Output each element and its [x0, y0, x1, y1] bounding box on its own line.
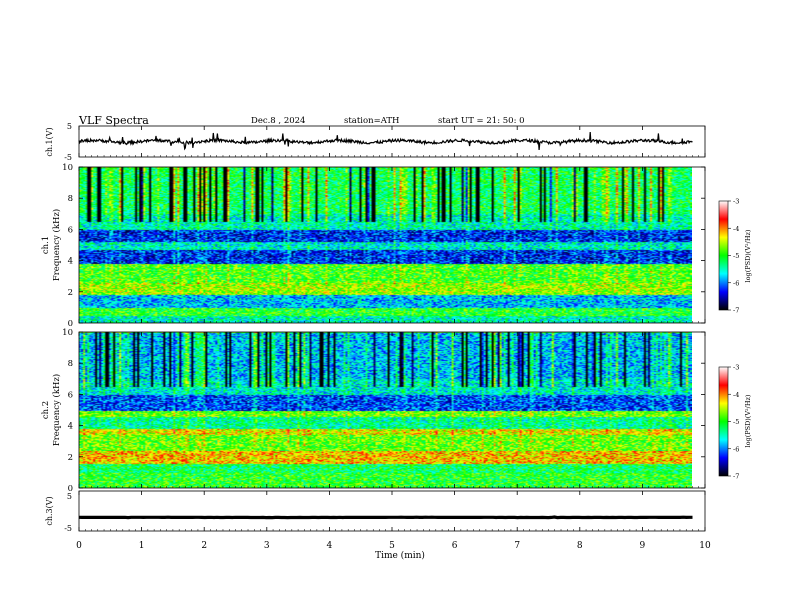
- colorbar-tick-label: -7: [733, 473, 739, 481]
- x-tick-label: 1: [139, 541, 145, 551]
- ch3-waveform-ylabel: ch.3(V): [45, 496, 54, 525]
- ch2-colorbar-label: log(PSD)(V²/Hz): [744, 394, 752, 447]
- time-axis-ticks: 0 1 2 3 4 5 6 7 8 9 10: [76, 126, 711, 551]
- y-tick-label: 2: [68, 288, 73, 298]
- ch1-waveform-ylabel: ch.1(V): [45, 127, 54, 156]
- ch2-spectrogram-image: [79, 332, 692, 488]
- time-axis-label: Time (min): [375, 550, 425, 561]
- x-tick-label: 0: [76, 541, 82, 551]
- y-tick-label: 10: [62, 163, 73, 173]
- colorbar-tick-label: -3: [733, 198, 739, 206]
- colorbar-tick-label: -6: [733, 279, 739, 287]
- colorbar-tick-label: -5: [733, 418, 739, 426]
- ch1-colorbar-ticks: -3 -4 -5 -6 -7: [728, 198, 739, 315]
- ch1-spectrogram-image: [79, 167, 692, 323]
- colorbar-tick-label: -5: [733, 252, 739, 260]
- ch1-channel-label: ch.1: [41, 236, 51, 254]
- y-tick-label: 8: [68, 194, 73, 204]
- colorbar-tick-label: -7: [733, 307, 739, 315]
- ch1-waveform-panel: 5 -5 ch.1(V): [45, 122, 706, 162]
- ch3-waveform-line: [78, 515, 693, 520]
- colorbar-tick-label: -6: [733, 445, 739, 453]
- ch3-ytick-top: 5: [67, 492, 72, 501]
- x-tick-label: 8: [577, 541, 583, 551]
- ch3-waveform-frame: [78, 490, 706, 532]
- ch2-colorbar-scale: [718, 366, 729, 477]
- y-tick-label: 0: [68, 484, 73, 494]
- colorbar-tick-label: -4: [733, 225, 739, 233]
- ch2-channel-label: ch.2: [41, 401, 51, 419]
- y-tick-label: 4: [68, 422, 73, 432]
- ch1-waveform-line: [78, 131, 693, 151]
- x-tick-label: 10: [699, 541, 711, 551]
- y-tick-label: 10: [62, 328, 73, 338]
- y-tick-label: 6: [68, 390, 73, 400]
- y-tick-label: 2: [68, 453, 73, 463]
- figure-title: VLF Spectra: [78, 114, 149, 127]
- x-tick-label: 5: [389, 541, 395, 551]
- ch1-ytick-top: 5: [67, 122, 72, 131]
- ch2-frequency-ylabel: Frequency (kHz): [51, 374, 62, 446]
- x-tick-label: 7: [514, 541, 520, 551]
- ch3-waveform-panel: 5 -5 ch.3(V): [45, 490, 706, 533]
- ch2-colorbar-ticks: -3 -4 -5 -6 -7: [728, 364, 739, 481]
- ch2-colorbar: -3 -4 -5 -6 -7 log(PSD)(V²/Hz): [718, 364, 752, 481]
- ch1-spectrogram-panel: 0 2 4 6 8 10 ch.1 Frequency (kHz): [41, 163, 706, 329]
- y-tick-label: 6: [68, 225, 73, 235]
- ch1-colorbar-label: log(PSD)(V²/Hz): [744, 229, 752, 282]
- colorbar-tick-label: -4: [733, 391, 739, 399]
- y-tick-label: 0: [68, 319, 73, 329]
- ch1-frequency-ticks: 0 2 4 6 8 10: [62, 163, 705, 329]
- x-tick-label: 6: [452, 541, 458, 551]
- x-tick-label: 3: [264, 541, 270, 551]
- ch1-ytick-bottom: -5: [64, 153, 72, 162]
- date-label: Dec.8 , 2024: [251, 116, 305, 126]
- station-label: station=ATH: [344, 116, 399, 126]
- ch1-colorbar-scale: [718, 200, 729, 311]
- x-tick-label: 4: [327, 541, 333, 551]
- ch2-frequency-ticks: 0 2 4 6 8 10: [62, 328, 705, 494]
- ch1-colorbar: -3 -4 -5 -6 -7 log(PSD)(V²/Hz): [718, 198, 752, 315]
- ch2-spectrogram-panel: 0 2 4 6 8 10 ch.2 Frequency (kHz): [41, 328, 706, 494]
- colorbar-tick-label: -3: [733, 364, 739, 372]
- y-tick-label: 8: [68, 359, 73, 369]
- y-tick-label: 4: [68, 257, 73, 267]
- x-tick-label: 2: [201, 541, 207, 551]
- start-time-label: start UT = 21: 50: 0: [438, 116, 525, 126]
- x-tick-label: 9: [640, 541, 646, 551]
- ch1-frequency-ylabel: Frequency (kHz): [51, 209, 62, 281]
- ch3-ytick-bottom: -5: [64, 524, 72, 533]
